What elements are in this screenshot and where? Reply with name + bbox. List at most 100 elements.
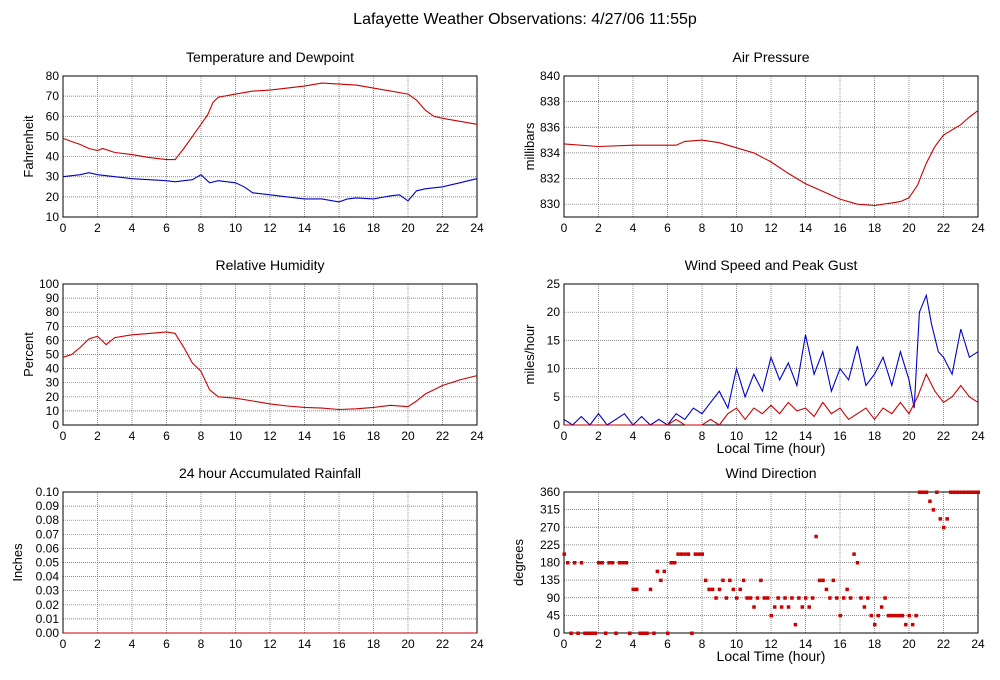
x-tick-label: 16 (332, 221, 346, 235)
data-point (583, 631, 587, 635)
x-tick-label: 18 (367, 221, 381, 235)
data-point (769, 613, 773, 618)
x-tick-label: 4 (630, 637, 637, 651)
x-tick-label: 22 (937, 637, 951, 651)
data-point (634, 587, 639, 592)
data-point (855, 561, 860, 565)
rain-y-axis-label: Inches (10, 543, 25, 582)
data-point (879, 605, 884, 609)
data-point (728, 578, 732, 583)
data-point (783, 596, 787, 600)
x-tick-label: 10 (229, 221, 243, 235)
x-tick-label: 12 (263, 637, 277, 651)
x-tick-label: 10 (730, 637, 744, 651)
y-tick-label: 0 (553, 418, 560, 432)
y-tick-label: 60 (46, 109, 60, 123)
data-point (714, 596, 718, 600)
data-point (772, 605, 777, 609)
x-tick-label: 4 (129, 221, 136, 235)
temp-chart-title: Temperature and Dewpoint (186, 49, 354, 65)
y-tick-label: 10 (547, 362, 561, 376)
data-point (631, 587, 635, 592)
x-tick-label: 16 (833, 221, 847, 235)
data-point (641, 631, 646, 635)
x-tick-label: 20 (902, 637, 916, 651)
x-tick-label: 0 (60, 429, 67, 443)
data-point (648, 587, 653, 592)
humidity-plot-frame (62, 283, 478, 426)
data-point (572, 561, 577, 565)
data-point (569, 631, 573, 635)
x-tick-label: 22 (436, 429, 450, 443)
y-tick-label: 10 (46, 210, 60, 224)
data-point (710, 587, 715, 592)
x-tick-label: 24 (971, 637, 985, 651)
y-tick-label: 50 (46, 348, 60, 362)
x-tick-label: 6 (664, 637, 671, 651)
y-tick-label: 90 (46, 291, 60, 305)
x-tick-label: 14 (799, 221, 813, 235)
data-point (876, 613, 880, 618)
y-tick-label: 50 (46, 129, 60, 143)
x-tick-label: 24 (470, 429, 484, 443)
charts-container: Temperature and Dewpoint 0 2 4 6 8 10 12 14 16 18 2… (10, 49, 985, 664)
data-point (873, 622, 877, 627)
humidity-chart-title: Relative Humidity (216, 257, 325, 273)
x-tick-label: 12 (764, 429, 778, 443)
x-tick-label: 10 (730, 221, 744, 235)
y-tick-label: 20 (547, 305, 561, 319)
y-tick-label: 360 (540, 485, 560, 499)
x-tick-label: 0 (60, 637, 67, 651)
y-tick-label: 90 (547, 591, 561, 605)
x-tick-label: 18 (868, 221, 882, 235)
data-point (655, 569, 660, 574)
data-point (607, 561, 611, 565)
data-point (966, 490, 970, 494)
data-point (962, 490, 967, 494)
y-tick-label: 225 (540, 538, 560, 552)
data-point (686, 552, 691, 556)
temp-series-0-line (62, 82, 478, 161)
x-tick-label: 14 (298, 221, 312, 235)
data-point (614, 631, 618, 635)
x-tick-label: 0 (561, 221, 568, 235)
wind-y-axis-label: miles/hour (522, 324, 537, 385)
x-tick-label: 0 (60, 221, 67, 235)
y-tick-label: 0.05 (36, 556, 60, 570)
y-tick-label: 40 (46, 150, 60, 164)
data-point (717, 587, 722, 592)
data-point (707, 587, 711, 592)
data-point (931, 508, 936, 512)
data-point (959, 490, 963, 494)
y-tick-label: 0.08 (36, 513, 60, 527)
x-tick-label: 24 (470, 221, 484, 235)
y-tick-label: 100 (39, 277, 59, 291)
y-tick-label: 70 (46, 319, 60, 333)
x-tick-label: 4 (129, 429, 136, 443)
data-point (948, 490, 953, 494)
x-tick-label: 8 (699, 221, 706, 235)
x-tick-label: 8 (699, 637, 706, 651)
data-point (804, 596, 808, 600)
x-tick-label: 18 (868, 429, 882, 443)
data-point (976, 490, 980, 494)
data-point (938, 517, 943, 521)
data-point (597, 561, 601, 565)
wind-x-axis-label: Local Time (hour) (717, 440, 826, 456)
y-tick-label: 315 (540, 503, 560, 517)
data-point (866, 596, 870, 600)
data-point (790, 596, 794, 600)
data-point (835, 596, 839, 600)
data-point (935, 490, 939, 494)
x-tick-label: 22 (937, 429, 951, 443)
temp-y-axis-label: Fahrenheit (21, 115, 36, 178)
x-tick-label: 22 (436, 221, 450, 235)
y-tick-label: 830 (540, 197, 560, 211)
y-tick-label: 80 (46, 69, 60, 83)
direction-series-0 (562, 490, 980, 635)
data-point (883, 596, 887, 600)
x-tick-label: 10 (229, 429, 243, 443)
